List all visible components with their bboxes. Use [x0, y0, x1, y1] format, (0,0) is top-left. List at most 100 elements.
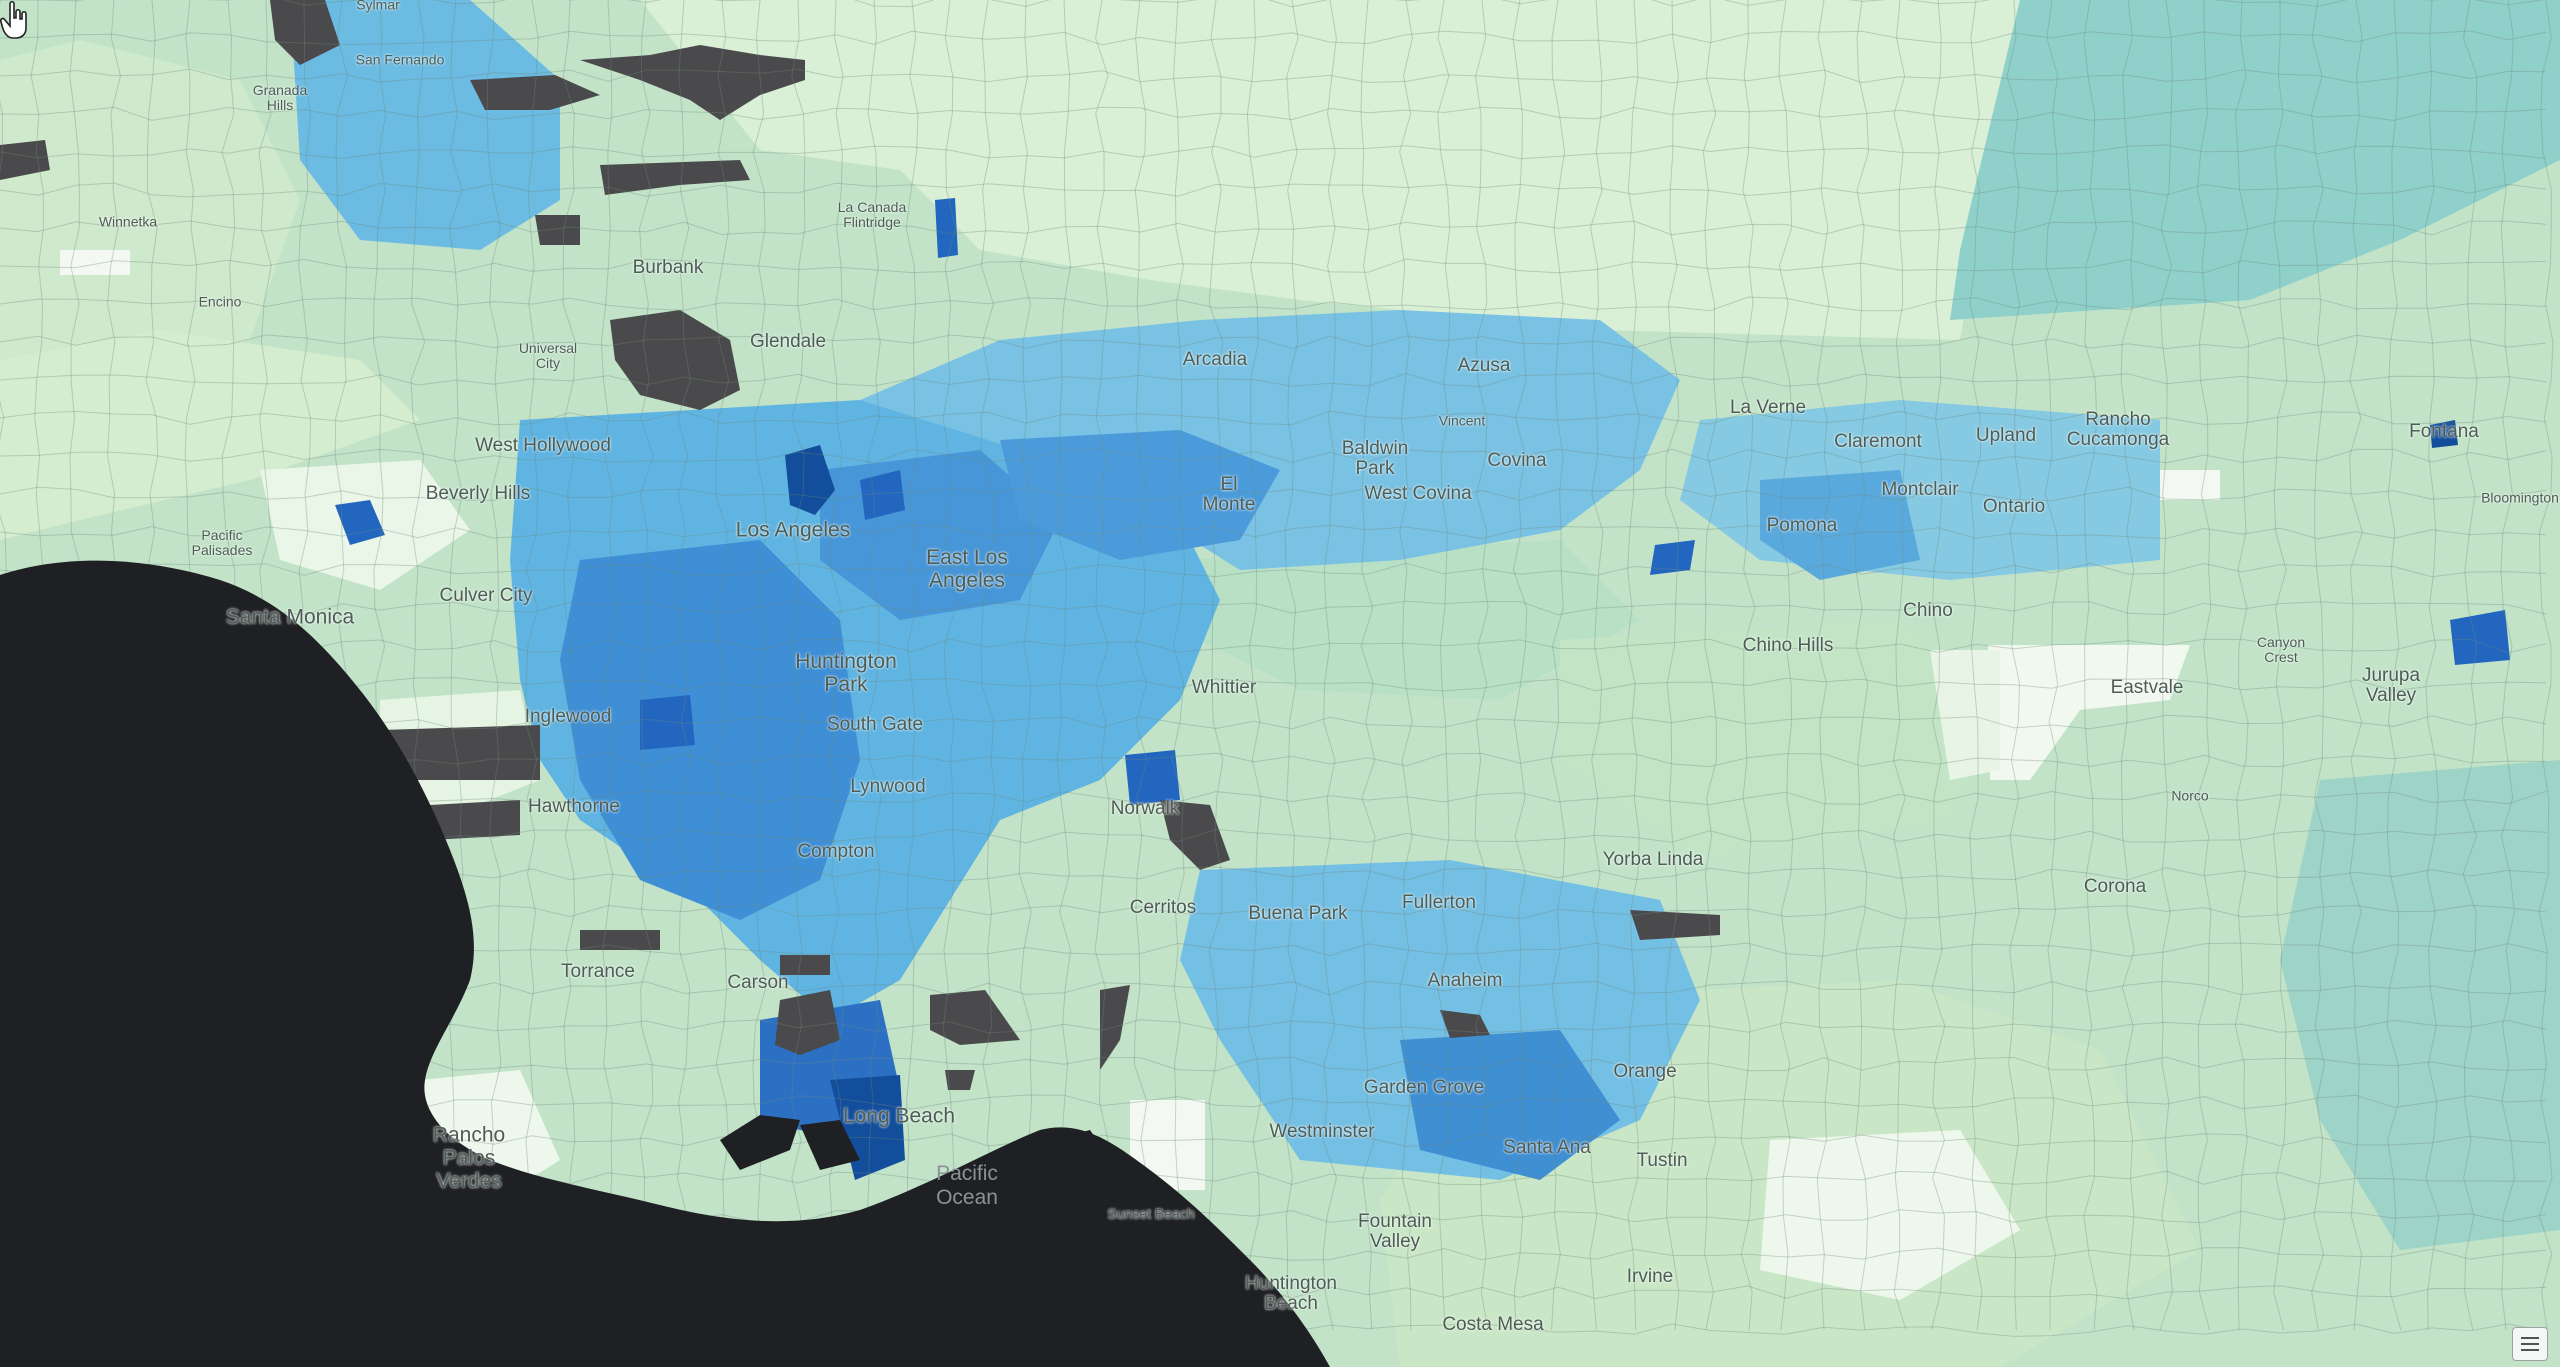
rancho-cucamonga-label: Rancho Cucamonga: [2066, 409, 2170, 450]
chino-label: Chino: [1903, 600, 1953, 621]
arcadia-label: Arcadia: [1182, 349, 1248, 370]
corona-label: Corona: [2083, 876, 2147, 897]
tract-boundary-row: [0, 144, 2547, 160]
tract-boundary-column: [2006, 0, 2022, 1331]
no-data-areas: [0, 0, 1720, 1090]
san-gabriel-valley-region: [860, 310, 1680, 570]
tract-boundary-column: [1133, 0, 1148, 1331]
huntington-beach-label: Huntington Beach: [1245, 1273, 1337, 1314]
tract-boundary-row: [0, 0, 2545, 8]
tract-boundary-column: [562, 0, 577, 1331]
east-los-angeles-label: East Los Angeles: [926, 546, 1008, 592]
sylmar-label: Sylmar: [356, 0, 400, 13]
fountain-valley-label: Fountain Valley: [1358, 1211, 1432, 1252]
legend-toggle-button[interactable]: [2512, 1327, 2548, 1361]
no-data-los-alamitos: [1100, 985, 1130, 1070]
tract-boundary-column: [942, 0, 958, 1331]
tract-boundary-row: [0, 600, 2547, 616]
baldwin-park-label: Baldwin Park: [1341, 438, 1409, 479]
tract-boundary-row: [0, 220, 2547, 236]
no-data-dominguez-hills: [775, 990, 840, 1055]
glendale-label: Glendale: [749, 331, 827, 352]
tract-boundary-column: [2159, 0, 2173, 1331]
south-gate-label: South Gate: [826, 714, 924, 735]
tract-boundary-row: [0, 524, 2547, 540]
winnetka-label: Winnetka: [98, 213, 158, 230]
west-hollywood-label: West Hollywood: [475, 435, 611, 456]
tract-boundary-column: [2311, 0, 2326, 1331]
tract-boundary-column: [1550, 0, 1566, 1331]
tract-boundary-column: [1360, 0, 1376, 1331]
lynwood-label: Lynwood: [850, 776, 926, 797]
darkest-tract-jurupa: [2450, 610, 2510, 665]
tract-boundary-column: [676, 0, 692, 1331]
tract-boundary-column: [2349, 0, 2363, 1331]
san-fernando-valley-corridor: [290, 0, 560, 250]
tract-boundary-column: [1969, 0, 1983, 1331]
tract-boundary-row: [0, 30, 2547, 46]
tract-boundary-row: [0, 448, 2547, 464]
lowest-tract-chino-airport: [1930, 650, 2000, 780]
tract-boundary-column: [1284, 0, 1299, 1331]
tract-boundary-row: [0, 752, 2547, 768]
santa-ana-label: Santa Ana: [1503, 1137, 1591, 1158]
long-beach-label: Long Beach: [842, 1104, 956, 1128]
no-data-signal-hill: [945, 1070, 975, 1090]
lowest-tract-encino: [60, 250, 130, 275]
el-monte-core: [1000, 430, 1280, 560]
granada-hills-label: Granada Hills: [252, 82, 308, 113]
pacific-ocean: [0, 560, 1330, 1367]
san-gabriel-mountains-region: [1950, 0, 2560, 320]
pacific-palisades-label: Pacific Palisades: [191, 527, 253, 558]
tract-boundary-row: [0, 334, 2547, 350]
pomona-core: [1760, 470, 1920, 580]
darkest-tract-east-la: [860, 470, 905, 520]
tract-boundary-row: [0, 638, 2547, 654]
fontana-label: Fontana: [2409, 421, 2479, 442]
whittier-label: Whittier: [1191, 677, 1257, 698]
eastvale-label: Eastvale: [2110, 677, 2184, 698]
tract-boundary-row: [0, 410, 2547, 426]
santa-ana-core: [1400, 1030, 1620, 1180]
jurupa-valley-label: Jurupa Valley: [2361, 665, 2421, 706]
darkest-tract-walnut: [1650, 540, 1695, 575]
vincent-label: Vincent: [1438, 412, 1486, 429]
pacific-ocean-label: Pacific Ocean: [936, 1162, 998, 1209]
san-fernando-label: San Fernando: [355, 51, 445, 68]
santa-monica-mountains-region: [0, 330, 420, 540]
tract-boundary-column: [980, 0, 996, 1331]
tract-boundary-column: [1589, 0, 1604, 1331]
tract-boundary-column: [1056, 0, 1072, 1331]
no-data-whittier-narrows: [1630, 910, 1720, 940]
tract-boundary-column: [1626, 0, 1641, 1331]
pomona-label: Pomona: [1766, 515, 1838, 536]
tract-boundary-column: [714, 0, 730, 1331]
puente-hills-region: [1180, 540, 1640, 700]
tract-boundary-column: [1930, 0, 1946, 1331]
tract-boundary-column: [1512, 0, 1528, 1331]
no-data-carson-refinery: [780, 955, 830, 975]
tract-boundary-column: [1854, 0, 1870, 1331]
legend-icon-line-2: [2521, 1343, 2539, 1345]
tract-boundary-column: [2462, 0, 2478, 1331]
no-data-torrance-airport: [580, 930, 660, 950]
tract-boundary-row: [0, 258, 2547, 274]
tract-boundary-column: [1816, 0, 1831, 1331]
northern-foothills-region: [640, 0, 2020, 340]
huntington-park-label: Huntington Park: [795, 650, 897, 696]
chino-hills-label: Chino Hills: [1742, 635, 1834, 656]
hand-pointer-icon: [0, 0, 27, 39]
norco-label: Norco: [2171, 787, 2209, 804]
orange-label: Orange: [1613, 1061, 1677, 1082]
anaheim-label: Anaheim: [1427, 970, 1503, 991]
no-data-griffith-park: [610, 310, 740, 410]
lowest-tract-eastvale: [1988, 645, 2190, 780]
darkest-tract-fontana: [2430, 420, 2458, 448]
yorba-linda-label: Yorba Linda: [1602, 849, 1704, 870]
darkest-tract-downtown: [785, 445, 835, 515]
harbor-pier-2: [800, 1120, 860, 1170]
no-data-santa-fe-dam: [1160, 800, 1230, 870]
